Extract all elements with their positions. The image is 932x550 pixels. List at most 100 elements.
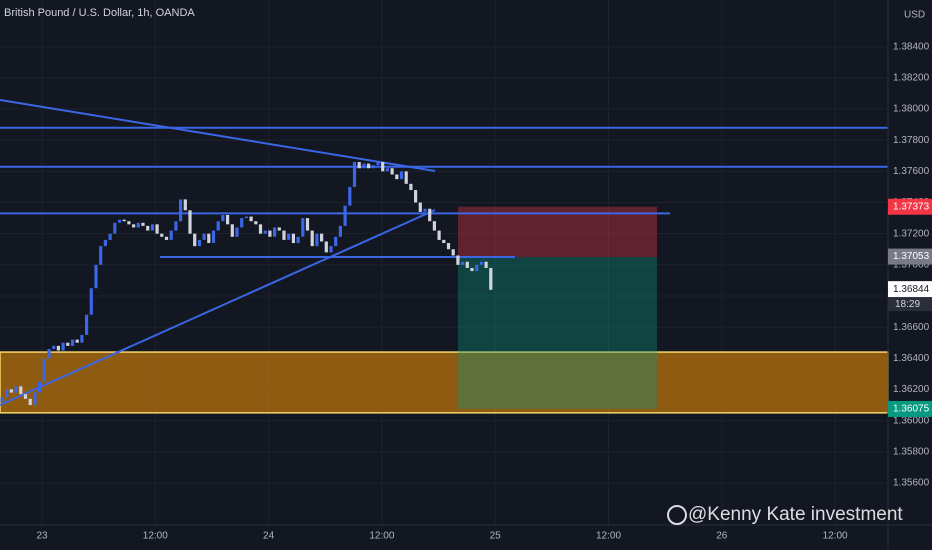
- candle: [226, 214, 230, 225]
- candle: [465, 261, 469, 268]
- countdown: 18:29: [895, 299, 920, 310]
- candle: [479, 261, 483, 265]
- candle: [310, 230, 314, 247]
- price-label-box: [888, 248, 932, 265]
- candle: [169, 230, 173, 240]
- candle: [0, 397, 4, 402]
- candle: [113, 222, 117, 234]
- zones: [0, 126, 889, 414]
- price-label-box: [888, 198, 932, 215]
- candle: [9, 389, 13, 393]
- price-label: 1.37053: [893, 251, 930, 262]
- x-tick-label: 12:00: [823, 531, 848, 542]
- y-tick-label: 1.38000: [893, 104, 930, 115]
- candle: [437, 230, 441, 240]
- candle: [362, 163, 366, 169]
- x-tick-label: 26: [716, 531, 728, 542]
- target-zone: [458, 257, 657, 409]
- y-tick-label: 1.38200: [893, 73, 930, 84]
- watermark-icon: [667, 505, 687, 525]
- candle: [343, 205, 347, 226]
- candle: [367, 163, 371, 169]
- y-tick-label: 1.36000: [893, 415, 930, 426]
- candle: [489, 267, 493, 290]
- candle: [221, 214, 225, 222]
- candle: [5, 389, 9, 398]
- candle: [296, 236, 300, 244]
- candle: [461, 261, 465, 265]
- price-label-box: [888, 281, 932, 298]
- candle: [85, 314, 89, 335]
- candle: [103, 239, 107, 247]
- candle: [19, 386, 23, 395]
- candle: [399, 171, 404, 180]
- candle: [216, 221, 220, 231]
- candle: [475, 264, 479, 272]
- candle: [305, 218, 310, 231]
- candle: [146, 225, 150, 231]
- candle: [334, 236, 338, 247]
- candle: [28, 398, 32, 406]
- grid: [0, 0, 888, 525]
- candle: [301, 218, 305, 237]
- plot: [0, 162, 493, 406]
- candle: [352, 162, 357, 187]
- candle: [324, 241, 328, 253]
- candle: [456, 255, 460, 265]
- candle: [117, 219, 122, 223]
- candle: [414, 190, 418, 203]
- watermark: @Kenny Kate investment: [688, 504, 903, 525]
- axes: 1.35600 1.35800 1.36000 1.36200 1.36400 1.366…: [36, 41, 932, 542]
- x-tick-label: 12:00: [143, 531, 168, 542]
- candle: [122, 219, 126, 222]
- candle: [70, 339, 75, 346]
- candle: [108, 233, 112, 240]
- candle: [127, 221, 131, 225]
- candle: [235, 227, 239, 237]
- candle: [244, 216, 248, 219]
- y-tick-label: 1.38400: [893, 41, 930, 52]
- candle: [258, 224, 263, 234]
- candle: [371, 165, 375, 169]
- y-tick-label: 1.37200: [893, 228, 930, 239]
- candle: [315, 233, 319, 247]
- candle: [99, 246, 103, 265]
- candle: [197, 239, 201, 247]
- candle: [470, 267, 474, 272]
- candle: [282, 230, 286, 240]
- candle: [395, 174, 399, 180]
- candle: [47, 348, 51, 359]
- candle: [385, 168, 389, 172]
- candle: [52, 345, 56, 349]
- candle: [268, 230, 272, 237]
- candle: [155, 224, 159, 234]
- chart-title: British Pound / U.S. Dollar, 1h, OANDA: [4, 7, 195, 19]
- y-tick-label: 1.37800: [893, 135, 930, 146]
- trend-line: [0, 209, 436, 406]
- candle: [211, 230, 216, 244]
- candle: [150, 224, 154, 231]
- candle: [432, 221, 436, 231]
- y-tick-label: 1.36200: [893, 384, 930, 395]
- price-label: 1.36844: [893, 284, 930, 295]
- candle: [80, 334, 84, 343]
- candle: [428, 208, 432, 222]
- y-tick-label: 1.35800: [893, 446, 930, 457]
- candle: [320, 233, 324, 242]
- candle: [38, 381, 42, 393]
- y-tick-label: 1.35600: [893, 478, 930, 489]
- candle: [23, 394, 28, 399]
- candle: [188, 210, 192, 234]
- candle: [132, 224, 136, 228]
- candle: [287, 233, 291, 240]
- candle: [263, 230, 267, 234]
- candle: [183, 199, 187, 211]
- candle: [230, 224, 234, 237]
- currency: USD: [904, 10, 925, 21]
- candle: [484, 261, 488, 268]
- candle: [442, 239, 446, 244]
- candle: [89, 288, 93, 315]
- candle: [179, 199, 183, 222]
- candle: [141, 222, 145, 226]
- candle: [75, 339, 79, 343]
